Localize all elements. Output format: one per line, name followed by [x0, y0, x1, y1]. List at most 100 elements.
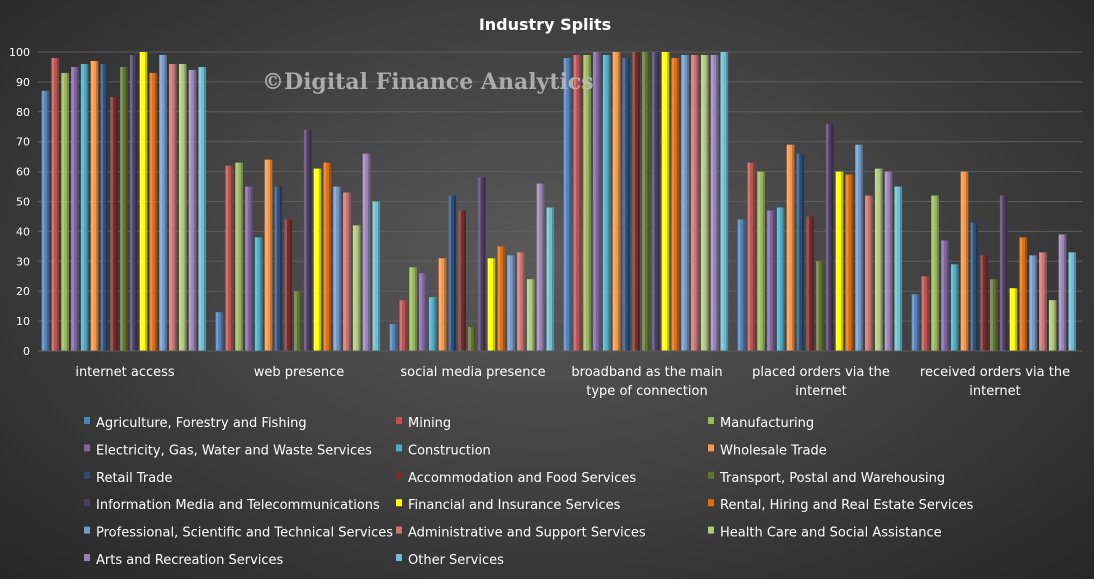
bar-highlight [786, 144, 790, 351]
bar-highlight [169, 63, 172, 352]
bar [816, 261, 824, 351]
bar-highlight [691, 54, 694, 352]
bar-shadow [47, 90, 50, 352]
bar [990, 279, 998, 351]
bar-highlight [1039, 252, 1042, 351]
legend-label: Health Care and Social Assistance [720, 526, 942, 541]
bar-shadow [230, 165, 234, 351]
bar [215, 312, 224, 351]
bar [786, 144, 795, 351]
category-label: social media presence [400, 365, 545, 380]
legend-swatch [396, 444, 402, 452]
bar [507, 255, 515, 351]
bar [941, 240, 949, 351]
bar-shadow [135, 54, 138, 352]
bar-highlight [245, 186, 248, 351]
bar-highlight [323, 162, 327, 351]
bar-shadow [483, 177, 486, 351]
legend-label: Accommodation and Food Services [408, 471, 636, 486]
bar [372, 201, 381, 351]
legend-label: Other Services [408, 553, 504, 568]
bar [477, 177, 486, 351]
bar [950, 264, 959, 351]
legend-label: Electricity, Gas, Water and Waste Servic… [96, 443, 372, 458]
bar [448, 195, 457, 351]
bar-highlight [632, 52, 635, 351]
legend-label: Mining [408, 416, 451, 431]
bar-shadow [164, 54, 167, 352]
bar [120, 66, 128, 351]
bar-shadow [706, 54, 709, 352]
bar [602, 54, 611, 352]
bar [1048, 300, 1057, 351]
bar [468, 327, 476, 351]
bar-highlight [110, 96, 113, 351]
bar-highlight [487, 258, 491, 351]
bar [225, 165, 234, 351]
bar-shadow [240, 162, 243, 351]
bar-shadow [424, 273, 427, 351]
bar-highlight [1058, 234, 1062, 351]
bar [110, 96, 118, 351]
bar-highlight [573, 54, 577, 352]
bar [865, 195, 873, 351]
bar-highlight [477, 177, 481, 351]
bar [264, 159, 273, 351]
bar-highlight [1029, 255, 1032, 351]
bar [343, 192, 351, 351]
bar-shadow [260, 237, 263, 351]
bar-shadow [395, 324, 398, 351]
legend-swatch [396, 499, 402, 507]
bar [245, 186, 253, 351]
bar-shadow [696, 54, 699, 352]
bar-shadow [1054, 300, 1057, 351]
y-tick-label: 80 [16, 106, 30, 119]
bar [323, 162, 332, 351]
bar-highlight [642, 52, 645, 351]
bar-shadow [657, 52, 660, 351]
bar-highlight [235, 162, 238, 351]
bar [661, 52, 670, 351]
bar-shadow [627, 57, 631, 351]
bar [593, 52, 601, 351]
bar-shadow [870, 195, 873, 351]
bar-highlight [41, 90, 45, 352]
bar-highlight [372, 201, 376, 351]
bar [409, 267, 417, 351]
bar [710, 54, 719, 352]
bar [642, 52, 650, 351]
bar [911, 294, 920, 351]
bar [389, 324, 398, 351]
bar-shadow [463, 210, 466, 351]
bar-highlight [294, 291, 297, 351]
bar-shadow [743, 219, 746, 351]
category-label: internet [795, 384, 846, 399]
bar [737, 219, 746, 351]
bar-highlight [622, 57, 626, 351]
bar-shadow [772, 210, 775, 351]
bar-highlight [593, 52, 596, 351]
bar-highlight [855, 144, 858, 351]
bar-highlight [583, 54, 586, 352]
bar-shadow [522, 252, 525, 351]
bar-highlight [806, 216, 809, 351]
bar [536, 183, 545, 351]
bar-highlight [149, 72, 153, 352]
bar-highlight [700, 54, 704, 352]
bar-shadow [512, 255, 515, 351]
bar [776, 207, 785, 351]
bar-highlight [546, 207, 550, 351]
bar [546, 207, 555, 351]
bar-highlight [159, 54, 162, 352]
bar [235, 162, 243, 351]
bar-shadow [811, 216, 814, 351]
y-tick-label: 0 [23, 345, 30, 358]
bar-highlight [428, 297, 432, 351]
bar-highlight [602, 54, 606, 352]
bar [681, 54, 689, 352]
legend-label: Financial and Insurance Services [408, 498, 621, 513]
bar [612, 52, 621, 351]
bar [691, 54, 699, 352]
bar-shadow [637, 52, 640, 351]
